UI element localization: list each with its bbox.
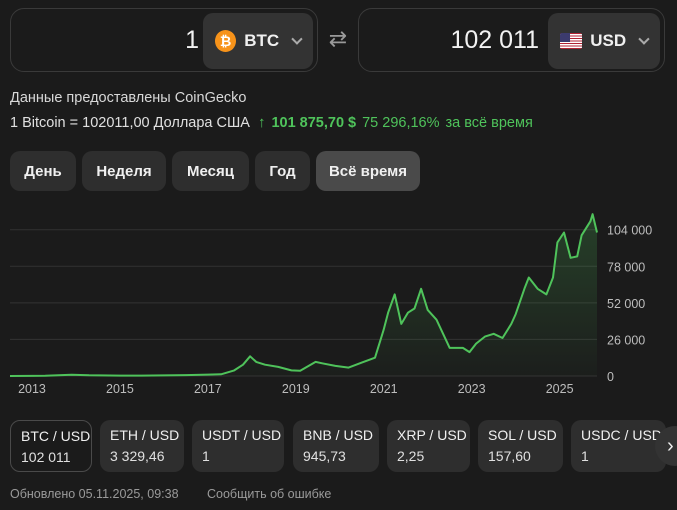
to-amount-field[interactable]: 102 011 USD xyxy=(358,8,665,72)
pair-value: 157,60 xyxy=(488,448,531,464)
pair-usdt-usd[interactable]: USDT / USD 1 xyxy=(192,420,284,472)
pair-name: BTC / USD xyxy=(21,428,91,444)
from-currency-select[interactable]: ₿ BTC xyxy=(203,13,313,69)
x-tick-label: 2017 xyxy=(194,382,222,396)
pair-name: BNB / USD xyxy=(303,427,374,443)
pair-sol-usd[interactable]: SOL / USD 157,60 xyxy=(478,420,563,472)
pair-eth-usd[interactable]: ETH / USD 3 329,46 xyxy=(100,420,184,472)
to-amount-input[interactable]: 102 011 xyxy=(450,26,539,54)
from-amount-input[interactable]: 1 xyxy=(185,26,199,54)
pair-value: 2,25 xyxy=(397,448,425,464)
us-flag-icon xyxy=(560,33,583,49)
tab-day[interactable]: День xyxy=(10,151,76,191)
tab-all-time[interactable]: Всё время xyxy=(316,151,420,191)
rate-change-percent: 75 296,16% xyxy=(362,114,440,131)
rate-change: ↑ 101 875,70 $ 75 296,16% за всё время xyxy=(258,114,533,131)
chevron-down-icon xyxy=(638,33,650,45)
price-area xyxy=(10,214,597,376)
x-tick-label: 2021 xyxy=(370,382,398,396)
to-currency-code: USD xyxy=(590,31,627,50)
pair-xrp-usd[interactable]: XRP / USD 2,25 xyxy=(387,420,470,472)
updated-time: Обновлено 05.11.2025, 09:38 xyxy=(10,487,179,501)
pair-value: 1 xyxy=(202,448,210,464)
arrow-up-icon: ↑ xyxy=(257,114,266,131)
swap-arrows-icon[interactable]: ⇄ xyxy=(328,26,348,51)
x-tick-label: 2025 xyxy=(546,382,574,396)
from-currency-code: BTC xyxy=(244,31,280,50)
pair-name: SOL / USD xyxy=(488,427,557,443)
pair-btc-usd[interactable]: BTC / USD 102 011 xyxy=(10,420,92,472)
report-error-link[interactable]: Сообщить об ошибке xyxy=(207,487,332,501)
x-tick-label: 2015 xyxy=(106,382,134,396)
pair-value: 945,73 xyxy=(303,448,346,464)
pair-name: ETH / USD xyxy=(110,427,180,443)
chevron-down-icon xyxy=(291,33,303,45)
pair-name: USDT / USD xyxy=(202,427,282,443)
y-tick-label: 52 000 xyxy=(607,297,645,311)
y-tick-label: 0 xyxy=(607,370,614,384)
tab-month[interactable]: Месяц xyxy=(172,151,249,191)
data-provider: Данные предоставлены CoinGecko xyxy=(10,90,247,106)
rate-change-value: 101 875,70 $ xyxy=(271,114,357,131)
price-line xyxy=(9,213,598,377)
pair-bnb-usd[interactable]: BNB / USD 945,73 xyxy=(293,420,379,472)
x-tick-label: 2019 xyxy=(282,382,310,396)
y-tick-label: 78 000 xyxy=(607,260,645,274)
pair-name: XRP / USD xyxy=(397,427,467,443)
pair-value: 102 011 xyxy=(21,449,71,465)
pair-value: 1 xyxy=(581,448,589,464)
rate-change-period: за всё время xyxy=(445,114,533,131)
pair-name: USDC / USD xyxy=(581,427,662,443)
chevron-right-icon[interactable]: › xyxy=(655,426,677,466)
rate-base: 1 Bitcoin = 102011,00 Доллара США xyxy=(10,114,250,131)
price-chart[interactable]: 0 26 000 52 000 78 000 104 000 2013 2015 2017 20… xyxy=(0,200,677,400)
pair-usdc-usd[interactable]: USDC / USD 1 xyxy=(571,420,666,472)
x-tick-label: 2013 xyxy=(18,382,46,396)
rate-line: 1 Bitcoin = 102011,00 Доллара США ↑ 101 … xyxy=(10,114,533,131)
x-tick-label: 2023 xyxy=(458,382,486,396)
y-tick-label: 104 000 xyxy=(607,224,652,238)
pair-value: 3 329,46 xyxy=(110,448,165,464)
tab-week[interactable]: Неделя xyxy=(82,151,166,191)
to-currency-select[interactable]: USD xyxy=(548,13,660,69)
bitcoin-icon: ₿ xyxy=(215,30,237,52)
from-amount-field[interactable]: 1 ₿ BTC xyxy=(10,8,318,72)
tab-year[interactable]: Год xyxy=(255,151,310,191)
y-tick-label: 26 000 xyxy=(607,333,645,347)
